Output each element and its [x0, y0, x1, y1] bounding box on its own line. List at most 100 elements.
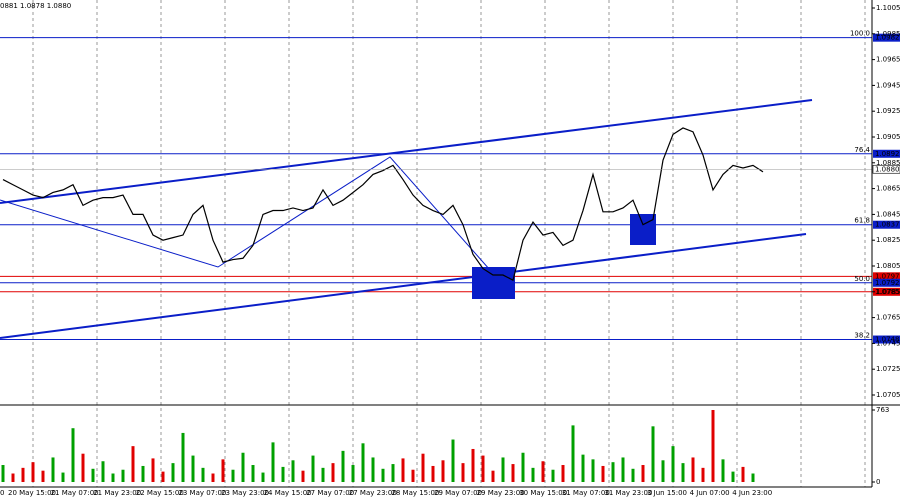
- volume-bar: [251, 465, 255, 482]
- price-line: [2, 127, 764, 282]
- volume-bar: [261, 472, 265, 482]
- volume-bar: [291, 460, 295, 482]
- volume-bar: [71, 428, 75, 482]
- volume-bar: [431, 465, 435, 482]
- y-tick-label: 1.0825: [876, 236, 900, 244]
- volume-bar: [241, 452, 245, 482]
- y-tick-label: 1.0805: [876, 262, 900, 270]
- volume-bar: [61, 472, 65, 482]
- volume-bar: [441, 460, 445, 482]
- volume-bar: [391, 464, 395, 482]
- volume-bar: [751, 473, 755, 482]
- x-tick-label: 0: [0, 489, 4, 497]
- fib-label: 50.0: [854, 275, 870, 283]
- volume-bar: [631, 468, 635, 482]
- level-price-label: 1.0792: [875, 279, 900, 287]
- volume-bar: [341, 450, 345, 482]
- volume-bar: [51, 457, 55, 482]
- volume-bar: [371, 457, 375, 482]
- ohlc-readout: 0881 1.0878 1.0880: [0, 2, 71, 10]
- level-price-label: 1.0892: [875, 150, 900, 158]
- volume-bar: [641, 465, 645, 482]
- y-tick-label: 1.1005: [876, 4, 900, 12]
- volume-bar: [111, 473, 115, 482]
- volume-bar: [41, 470, 45, 482]
- level-price-label: 1.0982: [875, 34, 900, 42]
- x-tick-label: 3 Jun 15:00: [647, 489, 687, 497]
- volume-bar: [161, 471, 165, 482]
- fib-label: 100.0: [850, 30, 870, 38]
- level-price-label: 1.0748: [875, 336, 900, 344]
- x-tick-label: 21 May 07:00: [51, 489, 99, 497]
- volume-bar: [611, 462, 615, 482]
- volume-bar: [121, 469, 125, 482]
- volume-bar: [351, 465, 355, 482]
- level-price-box: [873, 335, 900, 344]
- channel-lower: [0, 233, 807, 339]
- volume-bar: [481, 455, 485, 482]
- volume-bar: [521, 452, 525, 482]
- x-tick-label: 4 Jun 07:00: [690, 489, 730, 497]
- volume-bar: [691, 457, 695, 482]
- volume-bar: [581, 454, 585, 482]
- volume-bar: [711, 410, 715, 482]
- x-tick-label: 30 May 15:00: [519, 489, 567, 497]
- y-tick-label: 1.0985: [876, 30, 900, 38]
- x-tick-label: 27 May 23:00: [349, 489, 397, 497]
- volume-bar: [271, 442, 275, 482]
- volume-bar: [541, 461, 545, 482]
- volume-bar: [511, 464, 515, 482]
- y-tick-label: 1.0725: [876, 365, 900, 373]
- volume-bar: [671, 446, 675, 482]
- volume-bar: [181, 432, 185, 482]
- volume-bar: [401, 458, 405, 482]
- volume-bar: [461, 463, 465, 482]
- volume-bar: [731, 471, 735, 482]
- y-tick-label: 1.0965: [876, 56, 900, 64]
- level-price-label: 1.0785: [875, 288, 900, 296]
- level-price-box: [873, 278, 900, 287]
- x-tick-label: 24 May 15:00: [264, 489, 312, 497]
- volume-bar: [621, 457, 625, 482]
- volume-bar: [531, 467, 535, 482]
- x-tick-label: 21 May 23:00: [93, 489, 141, 497]
- volume-bar: [191, 455, 195, 482]
- volume-bar: [551, 469, 555, 482]
- volume-bar: [471, 448, 475, 482]
- y-tick-label: 1.0745: [876, 339, 900, 347]
- volume-bar: [171, 463, 175, 482]
- zone-box: [630, 214, 656, 245]
- x-tick-label: 29 May 07:00: [434, 489, 482, 497]
- x-tick-label: 31 May 07:00: [562, 489, 610, 497]
- volume-bar: [231, 469, 235, 482]
- volume-pane: 0 763: [1, 406, 889, 486]
- level-price-box: [873, 287, 900, 296]
- y-tick-label: 1.0885: [876, 159, 900, 167]
- level-price-box: [873, 220, 900, 229]
- volume-bar: [11, 473, 15, 482]
- y-tick-label: 1.0945: [876, 81, 900, 89]
- volume-bar: [681, 463, 685, 482]
- x-tick-label: 20 May 15:00: [8, 489, 56, 497]
- fib-label: 61.8: [854, 217, 870, 225]
- volume-bar: [501, 457, 505, 482]
- x-tick-label: 4 Jun 23:00: [732, 489, 772, 497]
- level-price-box: [873, 33, 900, 42]
- volume-bar: [151, 458, 155, 482]
- level-price-label: 1.0797: [875, 272, 900, 280]
- y-tick-label: 1.0865: [876, 185, 900, 193]
- y-tick-label: 1.0765: [876, 314, 900, 322]
- volume-bar: [491, 470, 495, 482]
- volume-bar: [741, 466, 745, 482]
- x-tick-label: 28 May 15:00: [391, 489, 439, 497]
- volume-bar: [421, 453, 425, 482]
- current-price-box: [872, 164, 900, 174]
- volume-bar: [21, 467, 25, 482]
- y-tick-label: 1.0905: [876, 133, 900, 141]
- volume-bar: [451, 439, 455, 482]
- volume-bar: [31, 462, 35, 482]
- volume-bar: [301, 470, 305, 482]
- level-price-label: 1.0837: [875, 221, 900, 229]
- volume-tick-label: 0: [876, 478, 880, 486]
